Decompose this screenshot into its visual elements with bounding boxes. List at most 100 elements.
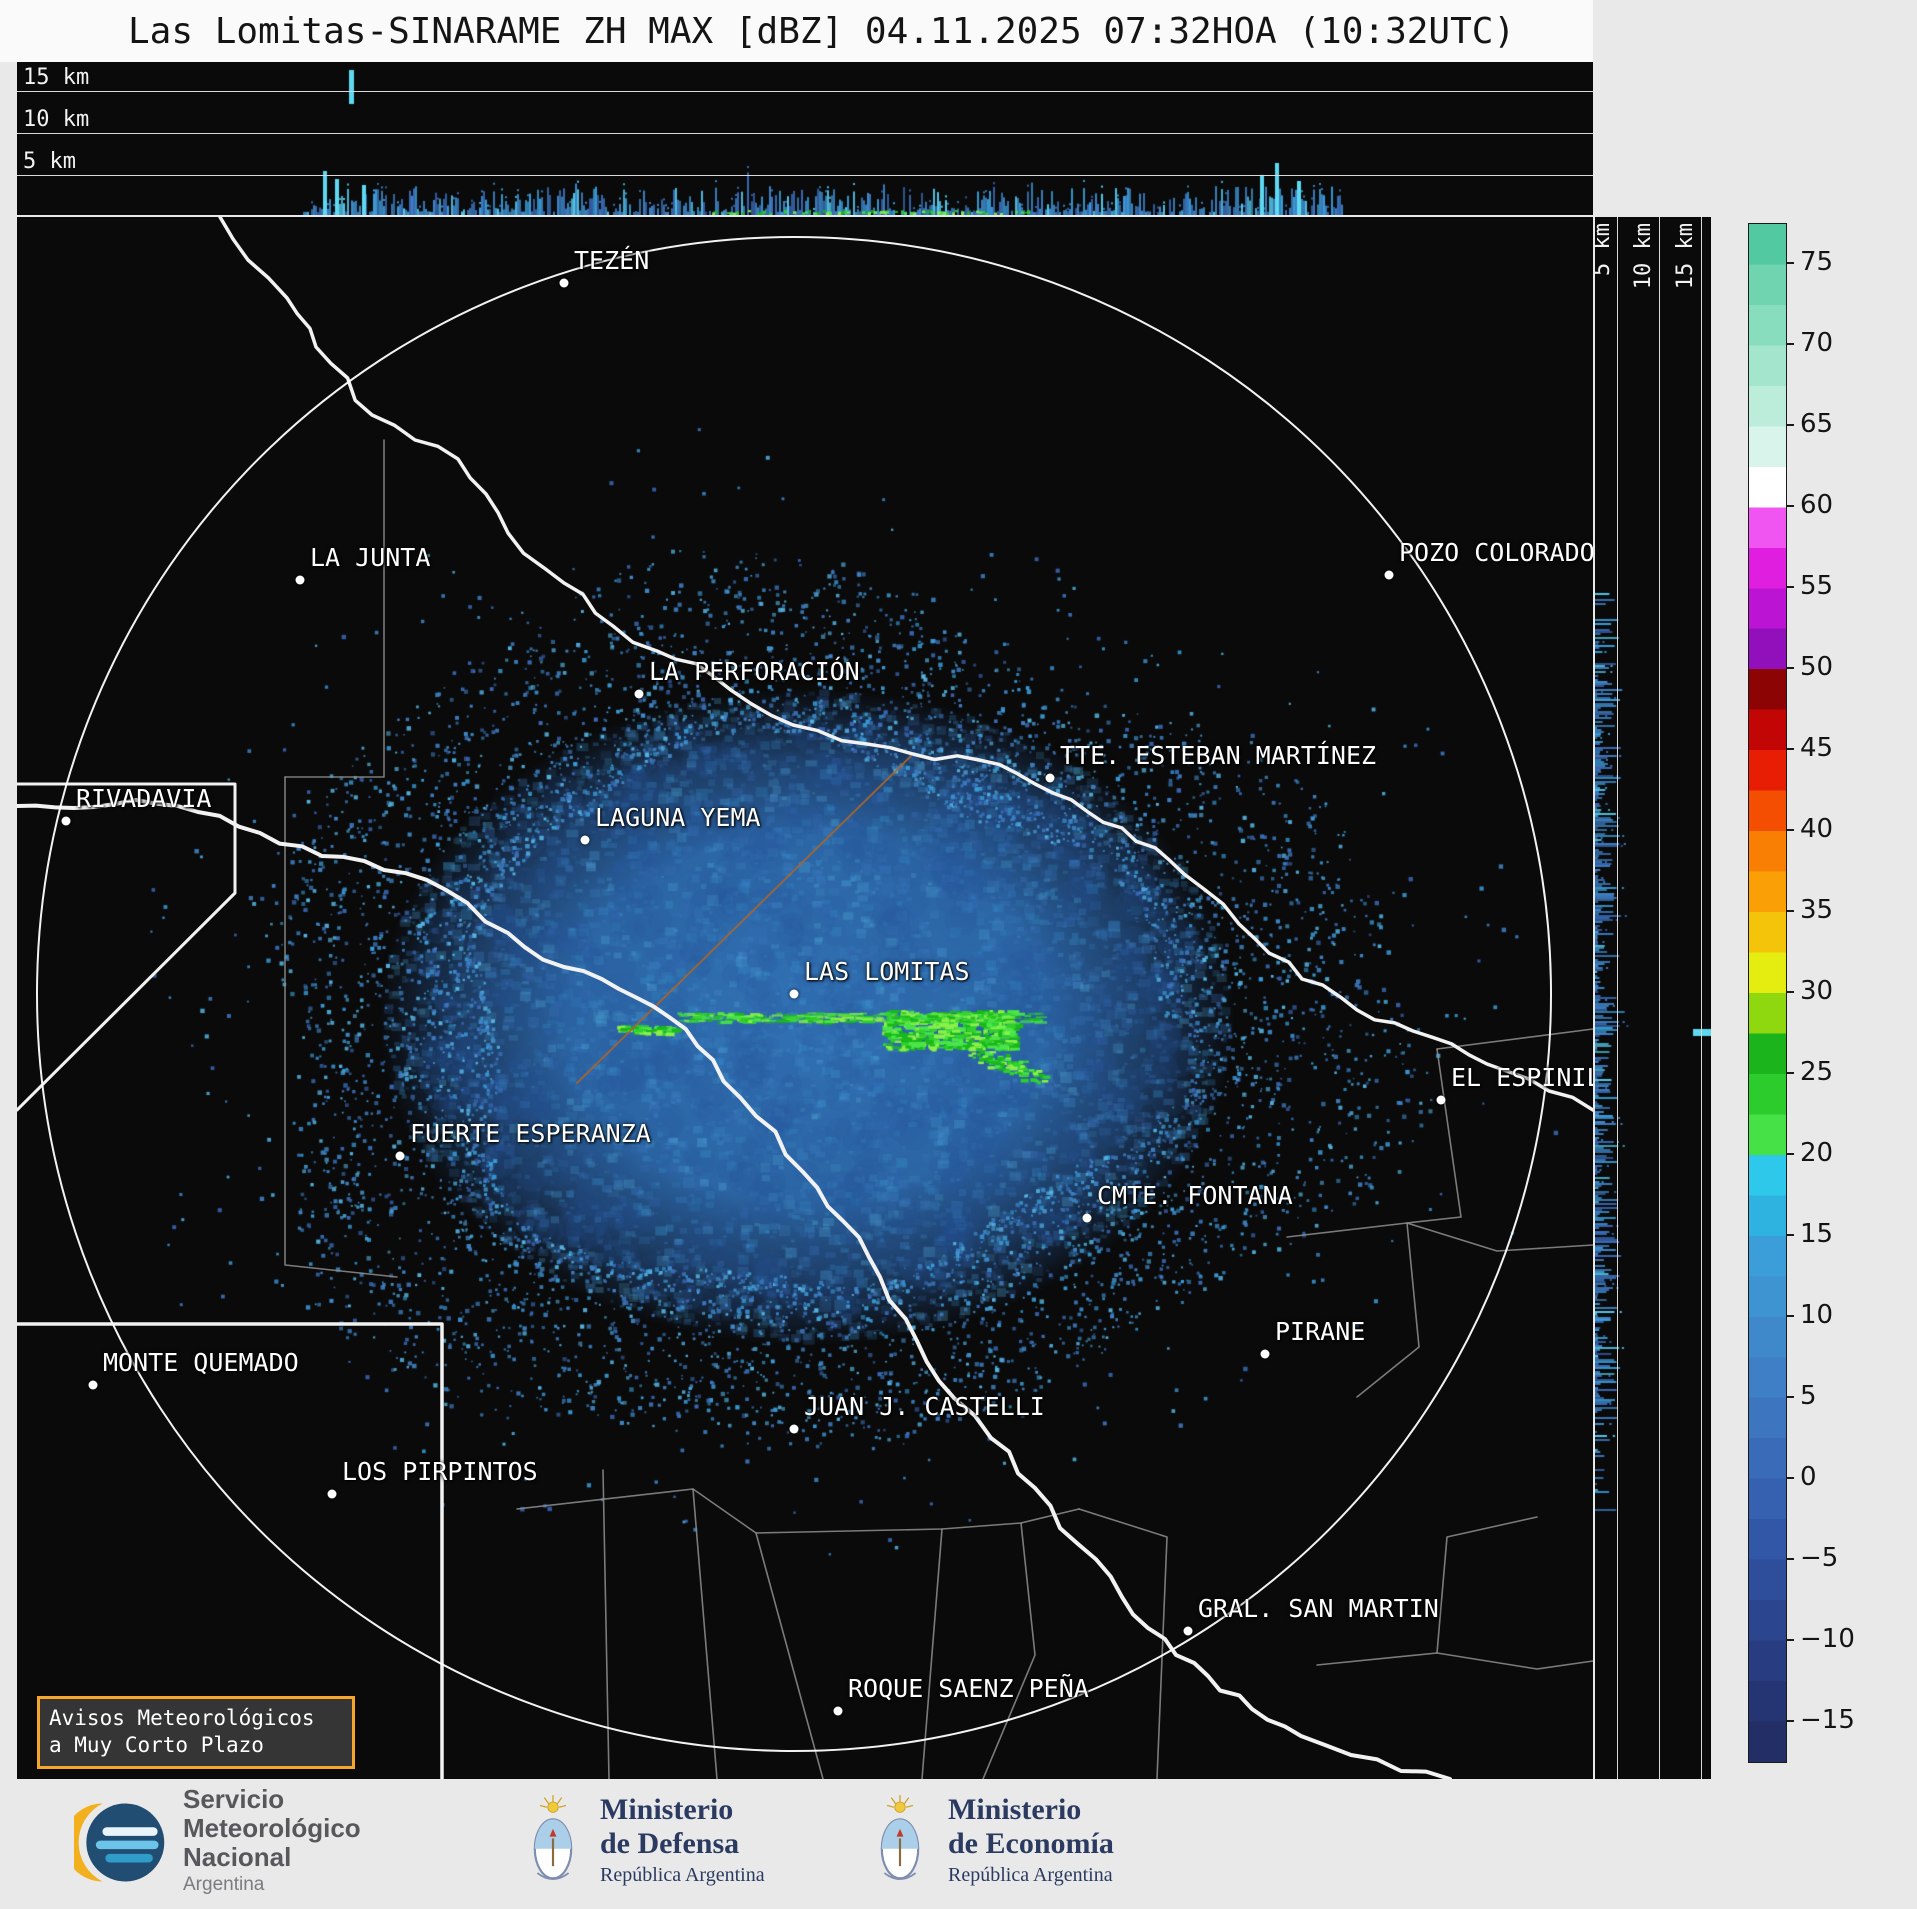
city-dot (327, 1489, 337, 1499)
colorbar-tick-label: −10 (1800, 1623, 1855, 1654)
colorbar-tick-label: 70 (1800, 328, 1834, 359)
colorbar-tick (1786, 1557, 1794, 1560)
advisory-box[interactable]: Avisos Meteorológicos a Muy Corto Plazo (37, 1696, 355, 1769)
header: Las Lomitas-SINARAME ZH MAX [dBZ] 04.11.… (0, 0, 1593, 62)
height-label-15km: 15 km (1673, 223, 1698, 290)
org-name-line: Nacional (183, 1842, 292, 1873)
city-label: LAS LOMITAS (804, 957, 970, 986)
side-height-profile-panel: 5 km 10 km 15 km (1595, 217, 1711, 1779)
side-profile-echo-canvas (1595, 217, 1711, 1779)
radar-echo-canvas (17, 217, 1593, 1779)
colorbar-tick (1786, 1152, 1794, 1155)
colorbar-tick (1786, 1071, 1794, 1074)
district-boundary-line (1436, 1516, 1538, 1654)
city-dot (580, 835, 590, 845)
height-label-5km: 5 km (1595, 223, 1615, 276)
map-boundaries-overlay (17, 217, 1593, 1779)
district-boundary-line (284, 439, 385, 778)
top-profile-echo-canvas (17, 62, 1593, 215)
colorbar-tick-label: 5 (1800, 1380, 1817, 1411)
city-label: JUAN J. CASTELLI (804, 1392, 1045, 1421)
colorbar-tick-label: 35 (1800, 895, 1834, 926)
city-dot (1384, 570, 1394, 580)
district-boundary-line (921, 1528, 943, 1779)
org-country: Argentina (183, 1874, 265, 1896)
colorbar-tick-label: 25 (1800, 1056, 1834, 1087)
colorbar-tick (1786, 748, 1794, 751)
colorbar-tick-label: −15 (1800, 1704, 1855, 1735)
city-dot (789, 989, 799, 999)
city-label: CMTE. FONTANA (1097, 1181, 1293, 1210)
advisory-line: a Muy Corto Plazo (49, 1733, 264, 1758)
colorbar-tick-label: 75 (1800, 247, 1834, 278)
ministry-economia-name: Ministerio de Economía República Argenti… (948, 1793, 1114, 1887)
colorbar-tick (1786, 1395, 1794, 1398)
height-gridline-15km (17, 91, 1593, 92)
city-label: LA JUNTA (310, 543, 431, 572)
district-boundary-line (1356, 1222, 1420, 1398)
height-label-15km: 15 km (23, 65, 90, 90)
height-label-10km: 10 km (1631, 223, 1656, 290)
colorbar-tick-label: 10 (1800, 1299, 1834, 1330)
advisory-line: Avisos Meteorológicos (49, 1706, 315, 1730)
colorbar-tick-label: 65 (1800, 409, 1834, 440)
city-label: FUERTE ESPERANZA (410, 1119, 651, 1148)
city-dot (559, 278, 569, 288)
district-boundary-line (602, 1469, 610, 1779)
city-label: RIVADAVIA (76, 784, 212, 813)
city-dot (634, 689, 644, 699)
city-label: GRAL. SAN MARTIN (1198, 1594, 1439, 1623)
height-label-5km: 5 km (23, 149, 76, 174)
city-dot (1082, 1213, 1092, 1223)
city-dot (61, 816, 71, 826)
city-dot (395, 1151, 405, 1161)
colorbar-tick (1786, 991, 1794, 993)
colorbar-tick (1786, 1314, 1794, 1317)
ministry-defensa-name: Ministerio de Defensa República Argentin… (600, 1793, 765, 1887)
top-height-profile-panel: 15 km 10 km 5 km (17, 62, 1593, 215)
colorbar-tick (1786, 1233, 1794, 1236)
colorbar-tick (1786, 343, 1794, 346)
argentina-coat-of-arms-icon (533, 1795, 573, 1880)
colorbar-tick (1786, 910, 1794, 913)
city-label: LA PERFORACIÓN (649, 657, 860, 686)
district-boundary-line (692, 1488, 718, 1779)
colorbar-tick-label: 55 (1800, 571, 1834, 602)
colorbar-tick-label: 30 (1800, 976, 1834, 1006)
district-boundary-line (1406, 1048, 1462, 1224)
dbz-colorbar (1748, 223, 1787, 1763)
org-name-line: Meteorológico (183, 1813, 361, 1844)
river-boundary-line (17, 798, 1452, 1779)
district-boundary-line (1078, 1508, 1168, 1779)
province-boundary-line (17, 782, 237, 1112)
city-label: POZO COLORADO (1399, 538, 1593, 567)
district-boundary-line (755, 1532, 824, 1779)
colorbar-tick (1786, 1638, 1794, 1641)
city-label: EL ESPINILLO (1451, 1063, 1593, 1092)
district-boundary-line (284, 776, 398, 1278)
city-dot (1260, 1349, 1270, 1359)
height-label-10km: 10 km (23, 107, 90, 132)
page-title: Las Lomitas-SINARAME ZH MAX [dBZ] 04.11.… (128, 11, 1516, 52)
ministry-name-line: Ministerio (948, 1793, 1082, 1826)
colorbar-tick (1786, 505, 1794, 508)
district-boundary-line (982, 1522, 1036, 1779)
colorbar-tick-label: 0 (1800, 1461, 1817, 1492)
city-label: TEZÉN (574, 246, 650, 275)
city-label: MONTE QUEMADO (103, 1348, 299, 1377)
city-dot (1183, 1626, 1193, 1636)
colorbar-tick (1786, 667, 1794, 670)
colorbar-tick (1786, 262, 1794, 265)
district-boundary-line (1286, 1222, 1593, 1252)
ministry-subtitle: República Argentina (600, 1864, 765, 1887)
colorbar-tick (1786, 829, 1794, 832)
smn-logo (74, 1803, 165, 1882)
radar-range-ring (36, 236, 1552, 1752)
height-gridline-5km (1617, 217, 1618, 1779)
org-name-line: Servicio (183, 1784, 285, 1814)
colorbar-tick-label: 60 (1800, 490, 1834, 521)
city-label: PIRANE (1275, 1317, 1366, 1346)
colorbar-tick (1786, 424, 1794, 427)
colorbar-tick (1786, 1476, 1794, 1479)
city-label: ROQUE SAENZ PEÑA (848, 1674, 1089, 1703)
